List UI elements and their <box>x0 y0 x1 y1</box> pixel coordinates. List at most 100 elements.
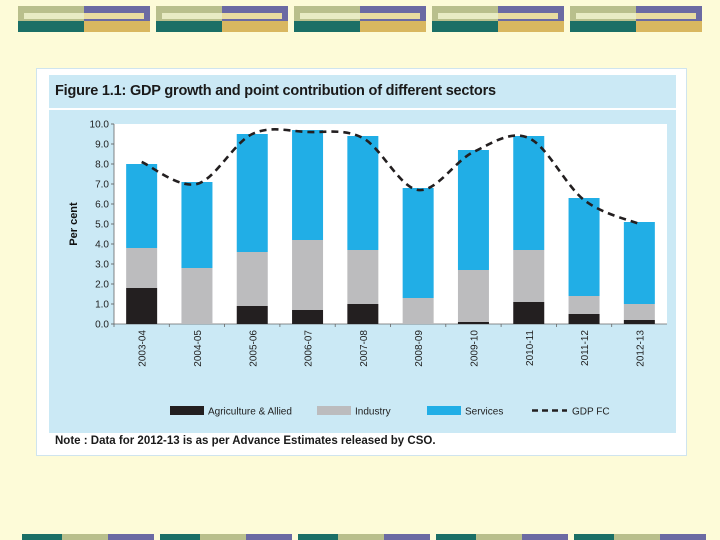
decorative-strip-segment <box>383 534 430 540</box>
bar-industry <box>568 296 600 314</box>
series-line-gdp-fc <box>141 128 640 226</box>
decorative-strip-segment <box>613 534 660 540</box>
y-tick-label: 9.0 <box>95 140 109 151</box>
x-tick-label: 2004-05 <box>193 330 204 367</box>
decorative-strip-segment <box>199 534 246 540</box>
decorative-strip-segment <box>222 12 282 19</box>
bar-services <box>623 222 655 304</box>
bar-agriculture-allied <box>457 322 489 324</box>
legend-swatch <box>427 406 461 415</box>
decorative-strip-segment <box>576 12 636 19</box>
decorative-strip-segment <box>245 534 292 540</box>
decorative-strip-segment <box>360 21 426 32</box>
decorative-strip <box>294 6 426 32</box>
decorative-strip-segment <box>570 21 636 32</box>
figure-title: Figure 1.1: GDP growth and point contrib… <box>55 83 496 99</box>
decorative-strip-segment <box>156 21 222 32</box>
x-tick-label: 2008-09 <box>414 330 425 367</box>
decorative-strip-segment <box>521 534 568 540</box>
bar-agriculture-allied <box>623 320 655 324</box>
y-tick-label: 7.0 <box>95 180 109 191</box>
decorative-strip <box>18 6 150 32</box>
bar-agriculture-allied <box>568 314 600 324</box>
decorative-strip <box>574 534 706 540</box>
y-tick-label: 2.0 <box>95 280 109 291</box>
y-tick-label: 6.0 <box>95 200 109 211</box>
legend-label: Services <box>465 407 503 418</box>
bar-industry <box>623 304 655 320</box>
decorative-strip <box>160 534 292 540</box>
legend-swatch <box>317 406 351 415</box>
legend-swatch <box>170 406 204 415</box>
decorative-strip-segment <box>22 534 62 540</box>
bar-services <box>457 150 489 270</box>
figure-title-bar <box>49 75 676 108</box>
y-tick-label: 1.0 <box>95 300 109 311</box>
y-tick-label: 5.0 <box>95 220 109 231</box>
decorative-strip-segment <box>636 21 702 32</box>
y-axis-label: Per cent <box>68 202 80 246</box>
y-tick-label: 4.0 <box>95 240 109 251</box>
x-tick-label: 2011-12 <box>580 330 591 366</box>
decorative-strip-segment <box>438 12 498 19</box>
decorative-strip <box>156 6 288 32</box>
figure-panel: Figure 1.1: GDP growth and point contrib… <box>36 68 687 456</box>
decorative-strip-segment <box>294 21 360 32</box>
decorative-strip <box>436 534 568 540</box>
decorative-strip <box>570 6 702 32</box>
bar-services <box>292 130 324 240</box>
decorative-strip-segment <box>300 12 360 19</box>
decorative-strip-segment <box>162 12 222 19</box>
x-tick-label: 2007-08 <box>359 330 370 367</box>
bar-industry <box>513 250 545 302</box>
y-tick-label: 8.0 <box>95 160 109 171</box>
decorative-strip <box>432 6 564 32</box>
decorative-strip-segment <box>436 534 476 540</box>
bar-agriculture-allied <box>347 304 379 324</box>
bar-services <box>402 188 434 298</box>
decorative-strip <box>298 534 430 540</box>
bar-services <box>126 164 158 248</box>
bar-industry <box>457 270 489 322</box>
decorative-strip-segment <box>337 534 384 540</box>
decorative-strip-segment <box>636 12 696 19</box>
bar-agriculture-allied <box>236 306 268 324</box>
decorative-strip-segment <box>360 12 420 19</box>
decorative-strip-segment <box>160 534 200 540</box>
decorative-strip-segment <box>24 12 84 19</box>
figure-note: Note : Data for 2012-13 is as per Advanc… <box>55 435 436 447</box>
bar-industry <box>181 268 213 324</box>
bar-services <box>568 198 600 296</box>
decorative-strip-segment <box>574 534 614 540</box>
decorative-strip-segment <box>84 12 144 19</box>
decorative-strip-segment <box>432 21 498 32</box>
bar-agriculture-allied <box>292 310 324 324</box>
bar-services <box>236 134 268 252</box>
x-tick-label: 2009-10 <box>469 330 480 367</box>
y-tick-label: 0.0 <box>95 320 109 331</box>
legend-label: Industry <box>355 407 391 418</box>
decorative-strip-segment <box>18 21 84 32</box>
x-tick-label: 2005-06 <box>248 330 259 367</box>
bar-industry <box>402 298 434 324</box>
decorative-strip <box>22 534 154 540</box>
decorative-strip-segment <box>84 21 150 32</box>
bar-services <box>181 182 213 268</box>
bar-industry <box>126 248 158 288</box>
x-tick-label: 2003-04 <box>138 330 149 367</box>
chart: 0.0 1.0 2.0 3.0 4.0 5.0 6.0 7.0 8.0 9.0 10.0 Per ce… <box>68 120 667 418</box>
legend-label: Agriculture & Allied <box>208 407 292 418</box>
x-tick-label: 2012-13 <box>635 330 646 367</box>
decorative-strip-segment <box>475 534 522 540</box>
decorative-strip-segment <box>498 12 558 19</box>
legend-label: GDP FC <box>572 407 610 418</box>
decorative-strip-segment <box>659 534 706 540</box>
bar-industry <box>236 252 268 306</box>
x-tick-label: 2006-07 <box>304 330 315 367</box>
decorative-strip-segment <box>498 21 564 32</box>
bar-agriculture-allied <box>513 302 545 324</box>
bar-agriculture-allied <box>126 288 158 324</box>
x-tick-label: 2010-11 <box>525 330 536 366</box>
bar-industry <box>347 250 379 304</box>
y-tick-label: 10.0 <box>90 120 110 131</box>
